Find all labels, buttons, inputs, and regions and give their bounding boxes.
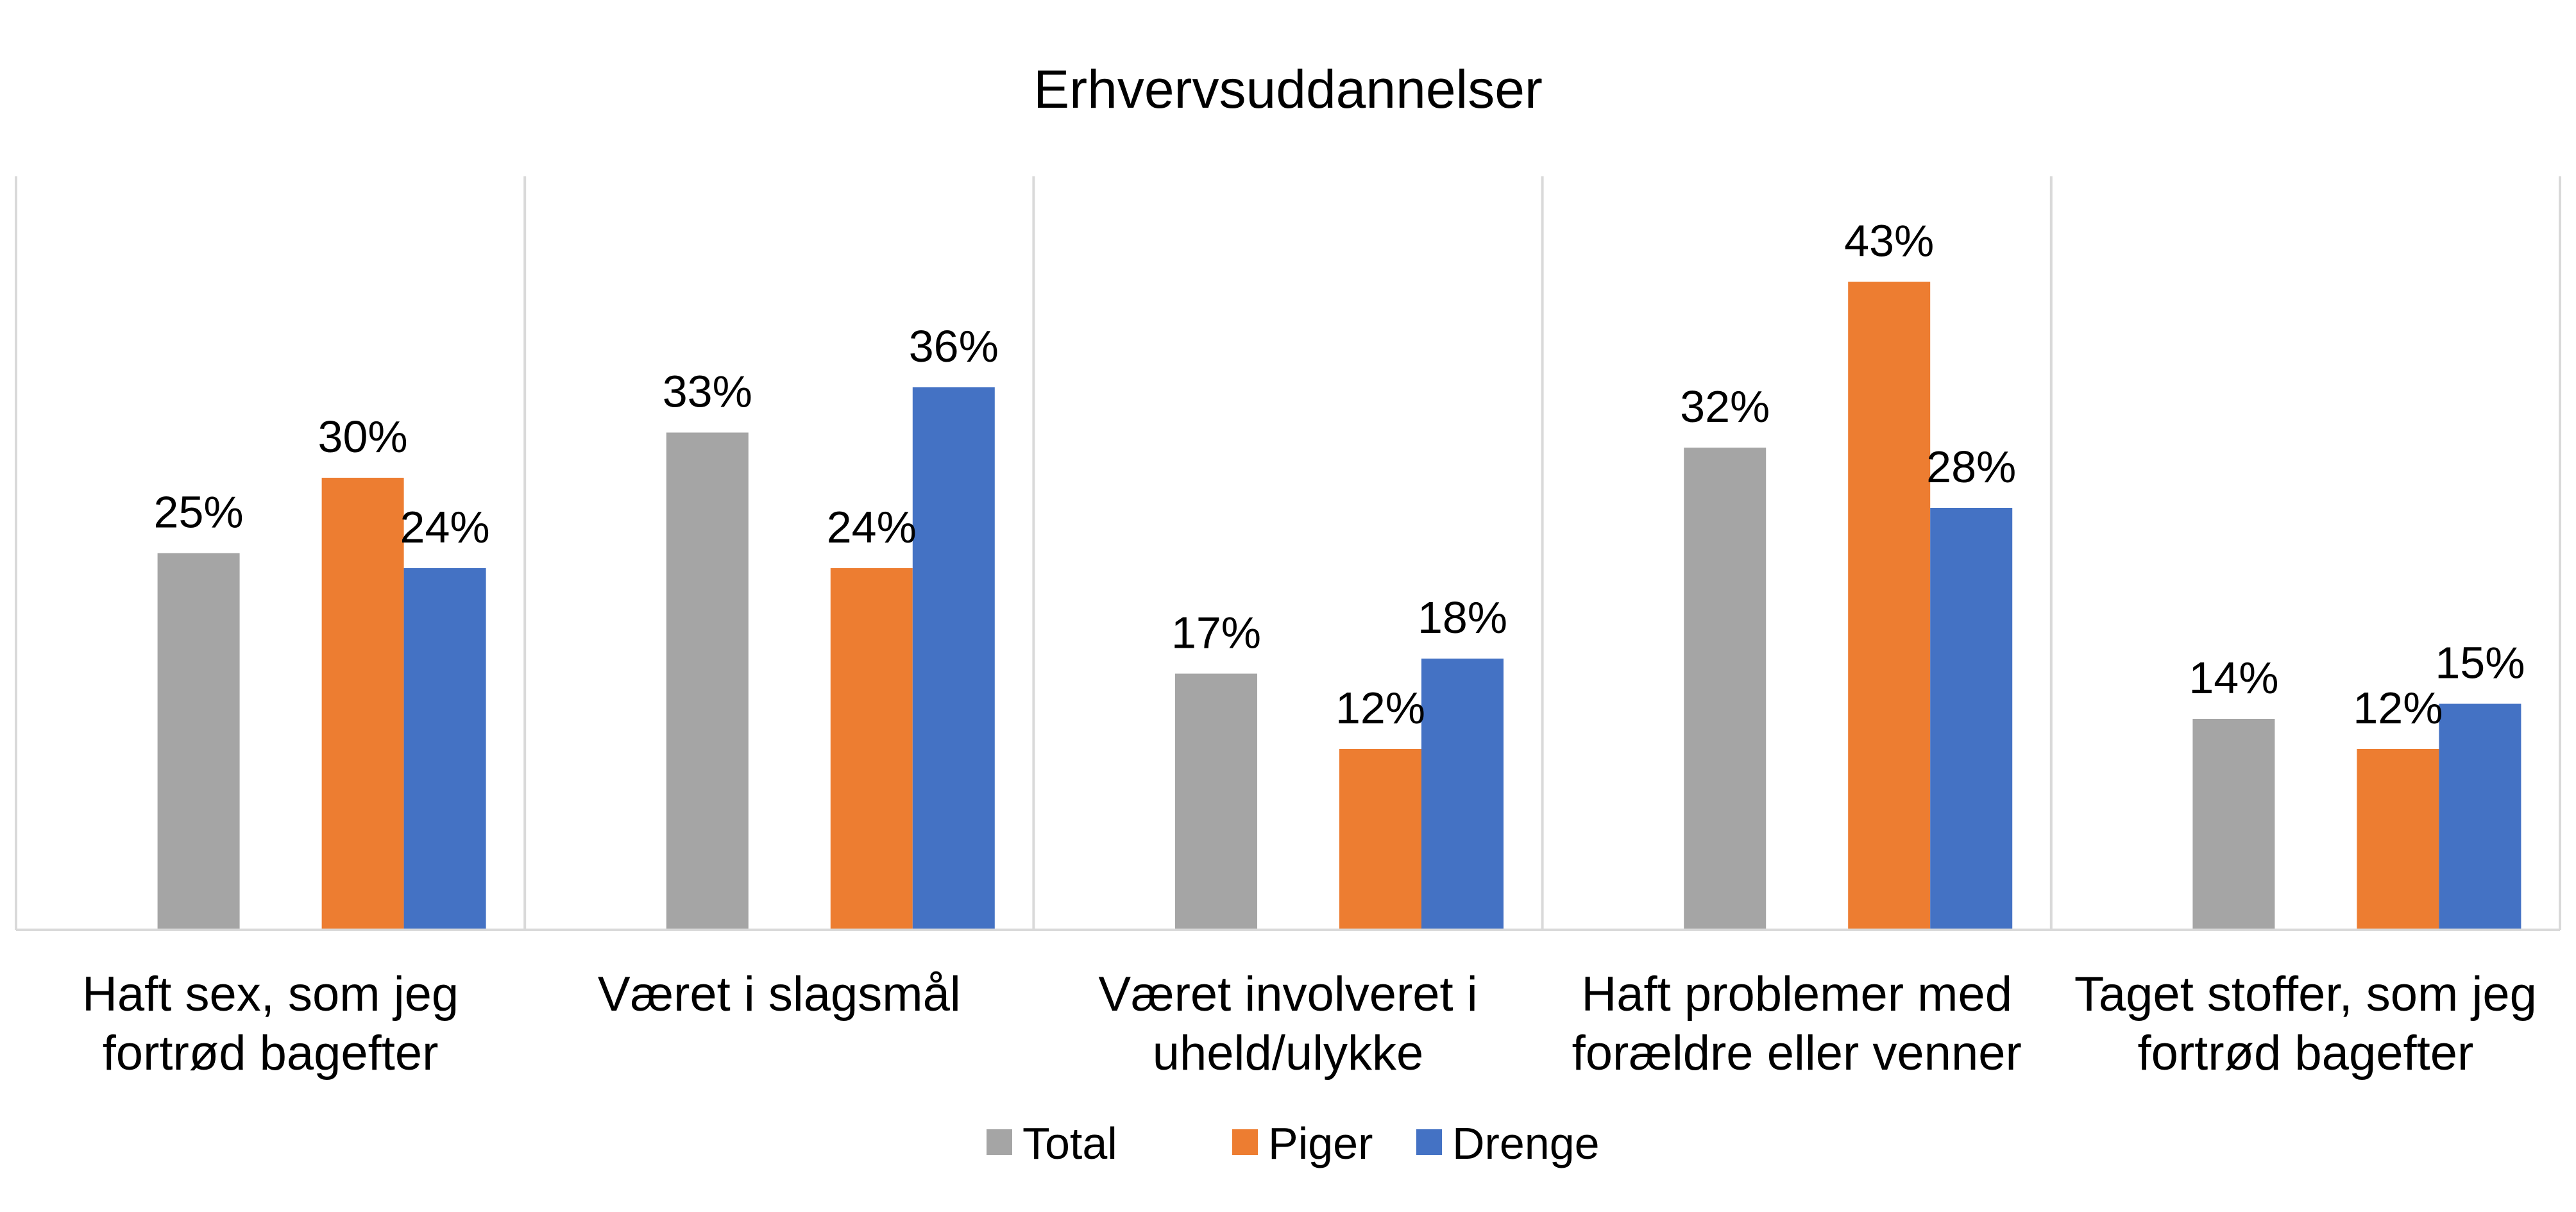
- data-label: 18%: [1418, 593, 1507, 643]
- data-labels: 25% 30% 24% 33% 24% 36% 17% 12% 18% 32% 43% 28% 14% 1…: [154, 216, 2525, 734]
- bar-drenge: [1421, 659, 1504, 930]
- bar-drenge: [1930, 508, 2013, 930]
- bars: [157, 282, 2521, 930]
- category-label: Haft sex, som jeg fortrød bagefter: [82, 967, 459, 1081]
- bar-piger: [830, 568, 913, 930]
- bar-drenge: [2439, 703, 2521, 930]
- category-label: Været involveret i uheld/ulykke: [1098, 967, 1477, 1081]
- legend: Total Piger Drenge: [987, 1118, 1600, 1168]
- category-labels: Haft sex, som jeg fortrød bagefter Været i…: [82, 967, 2537, 1081]
- category-label: Taget stoffer, som jeg fortrød bagefter: [2074, 967, 2537, 1081]
- category-label: Været i slagsmål: [598, 967, 961, 1022]
- legend-label: Drenge: [1452, 1118, 1600, 1168]
- bar-total: [1175, 673, 1257, 930]
- data-label: 17%: [1171, 608, 1261, 658]
- data-label: 12%: [2353, 683, 2443, 733]
- data-label: 30%: [318, 412, 408, 462]
- bar-piger: [321, 478, 404, 930]
- bar-total: [2192, 719, 2275, 930]
- data-label: 25%: [154, 487, 244, 537]
- data-label: 24%: [400, 502, 490, 552]
- data-label: 43%: [1844, 216, 1934, 266]
- legend-label: Total: [1022, 1118, 1117, 1168]
- bar-total: [157, 553, 240, 930]
- bar-total: [666, 432, 749, 930]
- data-label: 36%: [909, 321, 999, 371]
- legend-swatch: [987, 1129, 1012, 1155]
- legend-swatch: [1232, 1129, 1258, 1155]
- data-label: 12%: [1335, 683, 1425, 733]
- data-label: 33%: [663, 367, 752, 417]
- data-label: 14%: [2189, 653, 2278, 703]
- category-label: Haft problemer med forældre eller venner: [1572, 967, 2022, 1081]
- chart-title: Erhvervsuddannelser: [1033, 59, 1543, 119]
- data-label: 32%: [1680, 382, 1770, 432]
- legend-item-piger: Piger: [1232, 1118, 1373, 1168]
- legend-item-total: Total: [987, 1118, 1117, 1168]
- bar-piger: [2357, 749, 2439, 930]
- bar-drenge: [403, 568, 486, 930]
- bar-piger: [1339, 749, 1421, 930]
- bar-drenge: [912, 387, 995, 930]
- bar-piger: [1848, 282, 1931, 930]
- data-label: 15%: [2435, 638, 2525, 688]
- bar-total: [1684, 448, 1767, 930]
- legend-item-drenge: Drenge: [1416, 1118, 1600, 1168]
- data-label: 28%: [1926, 442, 2016, 492]
- legend-swatch: [1416, 1129, 1442, 1155]
- data-label: 24%: [827, 502, 917, 552]
- legend-label: Piger: [1268, 1118, 1373, 1168]
- category-separators: [15, 176, 2561, 930]
